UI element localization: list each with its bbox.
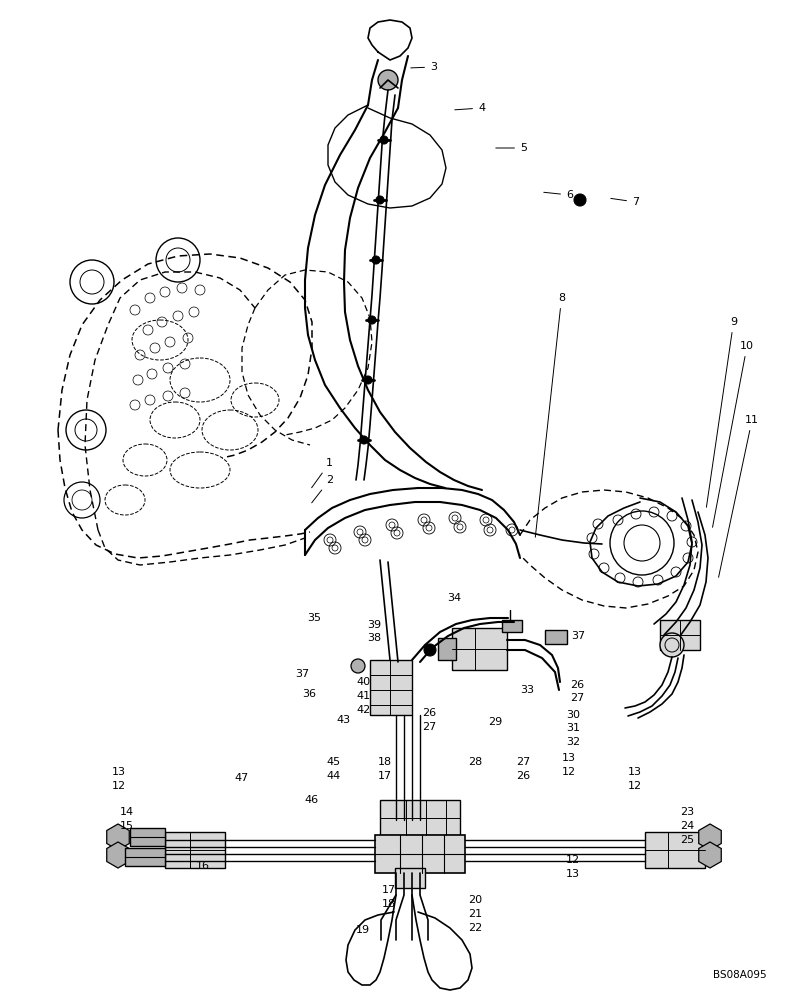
Text: 6: 6 — [544, 190, 573, 200]
Text: 10: 10 — [713, 341, 754, 527]
Bar — [375, 835, 465, 873]
Text: 14: 14 — [120, 807, 134, 817]
Text: 33: 33 — [520, 685, 534, 695]
Text: 23: 23 — [680, 807, 694, 817]
Circle shape — [372, 256, 380, 264]
Bar — [165, 832, 225, 868]
Text: 22: 22 — [468, 923, 482, 933]
Text: 8: 8 — [536, 293, 565, 537]
Circle shape — [660, 633, 684, 657]
Text: 7: 7 — [611, 197, 639, 207]
Bar — [660, 620, 700, 650]
Circle shape — [424, 644, 436, 656]
Text: 27: 27 — [516, 757, 530, 767]
Text: 12: 12 — [112, 781, 126, 791]
Bar — [645, 832, 705, 868]
Text: 47: 47 — [234, 773, 248, 783]
Circle shape — [378, 70, 398, 90]
Text: 1: 1 — [312, 458, 333, 488]
Text: 32: 32 — [566, 737, 580, 747]
Text: 12: 12 — [566, 855, 580, 865]
Text: 28: 28 — [468, 757, 482, 767]
Text: 39: 39 — [367, 620, 381, 630]
Bar — [395, 868, 425, 888]
Bar — [380, 800, 460, 835]
Text: 44: 44 — [326, 771, 340, 781]
Text: 20: 20 — [468, 895, 482, 905]
Circle shape — [360, 436, 368, 444]
Bar — [438, 638, 456, 660]
Text: 37: 37 — [295, 669, 309, 679]
Text: 36: 36 — [302, 689, 316, 699]
Text: 41: 41 — [356, 691, 370, 701]
Text: 37: 37 — [571, 631, 585, 641]
Text: 17: 17 — [378, 771, 392, 781]
Text: 31: 31 — [566, 723, 580, 733]
Text: 26: 26 — [570, 680, 584, 690]
Text: 11: 11 — [718, 415, 759, 577]
Text: 16: 16 — [196, 861, 210, 871]
Text: 12: 12 — [628, 781, 642, 791]
Circle shape — [376, 196, 384, 204]
Text: 38: 38 — [367, 633, 381, 643]
Circle shape — [364, 376, 372, 384]
Text: 13: 13 — [628, 767, 642, 777]
Bar — [125, 848, 165, 866]
Text: 26: 26 — [422, 708, 436, 718]
Text: 12: 12 — [562, 767, 576, 777]
Text: 3: 3 — [410, 62, 437, 72]
Bar — [452, 628, 507, 670]
Text: 40: 40 — [356, 677, 370, 687]
Text: 18: 18 — [378, 757, 392, 767]
Bar — [502, 620, 522, 632]
Text: 42: 42 — [356, 705, 370, 715]
Text: 29: 29 — [488, 717, 503, 727]
Text: 19: 19 — [356, 925, 370, 935]
Text: 25: 25 — [680, 835, 694, 845]
Text: 2: 2 — [312, 475, 333, 503]
Bar — [545, 630, 567, 644]
Text: BS08A095: BS08A095 — [713, 970, 767, 980]
Text: 21: 21 — [468, 909, 482, 919]
Text: 17: 17 — [382, 885, 396, 895]
Text: 24: 24 — [680, 821, 694, 831]
Circle shape — [351, 659, 365, 673]
Circle shape — [380, 136, 388, 144]
Text: 18: 18 — [382, 899, 396, 909]
Text: 26: 26 — [516, 771, 530, 781]
Text: 27: 27 — [570, 693, 584, 703]
Text: 45: 45 — [326, 757, 340, 767]
Text: 13: 13 — [566, 869, 580, 879]
Text: 46: 46 — [304, 795, 318, 805]
Bar — [130, 828, 165, 846]
Circle shape — [368, 316, 376, 324]
Text: 13: 13 — [562, 753, 576, 763]
Text: 15: 15 — [120, 821, 134, 831]
Circle shape — [574, 194, 586, 206]
Text: 43: 43 — [336, 715, 350, 725]
Text: 30: 30 — [566, 710, 580, 720]
Text: 9: 9 — [706, 317, 737, 507]
Text: 27: 27 — [422, 722, 436, 732]
Text: 5: 5 — [496, 143, 527, 153]
Text: 34: 34 — [447, 593, 461, 603]
Text: 4: 4 — [455, 103, 485, 113]
Text: 13: 13 — [112, 767, 126, 777]
Text: 35: 35 — [307, 613, 321, 623]
Bar — [370, 660, 412, 715]
